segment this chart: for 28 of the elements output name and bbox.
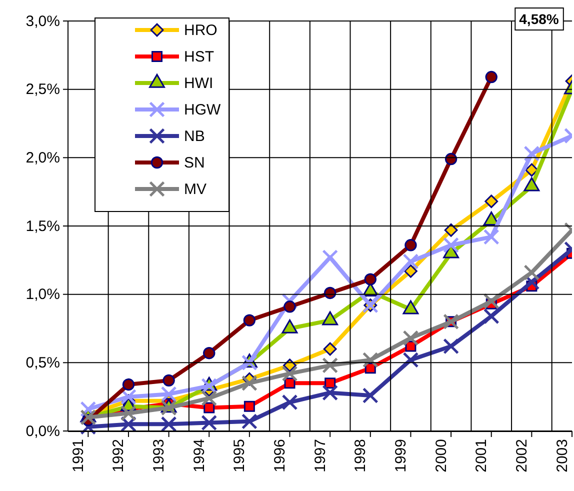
y-tick-label: 2,5% [26, 81, 60, 98]
annotation: 4,58% [519, 11, 560, 27]
x-tick-label: 1995 [231, 439, 248, 472]
x-tick-label: 2000 [432, 439, 450, 472]
y-tick-label: 2,0% [26, 149, 60, 166]
y-tick-label: 0,5% [26, 354, 60, 372]
x-tick-label: 1997 [312, 439, 329, 472]
legend-label: NB [184, 128, 205, 145]
x-tick-label: 2003 [554, 439, 571, 472]
legend-label: HWI [184, 75, 214, 92]
legend-label: HRO [184, 22, 218, 39]
legend-label: MV [184, 181, 206, 198]
x-tick-label: 1994 [190, 439, 208, 472]
x-tick-label: 2002 [513, 439, 530, 472]
x-tick-label: 1998 [352, 439, 370, 472]
legend-label: SN [184, 154, 205, 172]
y-tick-label: 1,5% [26, 218, 60, 235]
x-tick-label: 1996 [272, 439, 289, 472]
legend-label: HST [184, 48, 214, 66]
y-tick-label: 1,0% [26, 286, 60, 304]
y-tick-label: 0,0% [26, 422, 60, 440]
x-tick-label: 1992 [110, 439, 128, 472]
x-tick-label: 2001 [473, 439, 490, 472]
legend-label: HGW [184, 102, 222, 118]
x-tick-label: 1999 [392, 439, 410, 472]
x-tick-label: 1993 [150, 439, 168, 472]
x-tick-label: 1991 [70, 439, 87, 472]
y-tick-label: 3,0% [26, 12, 60, 30]
